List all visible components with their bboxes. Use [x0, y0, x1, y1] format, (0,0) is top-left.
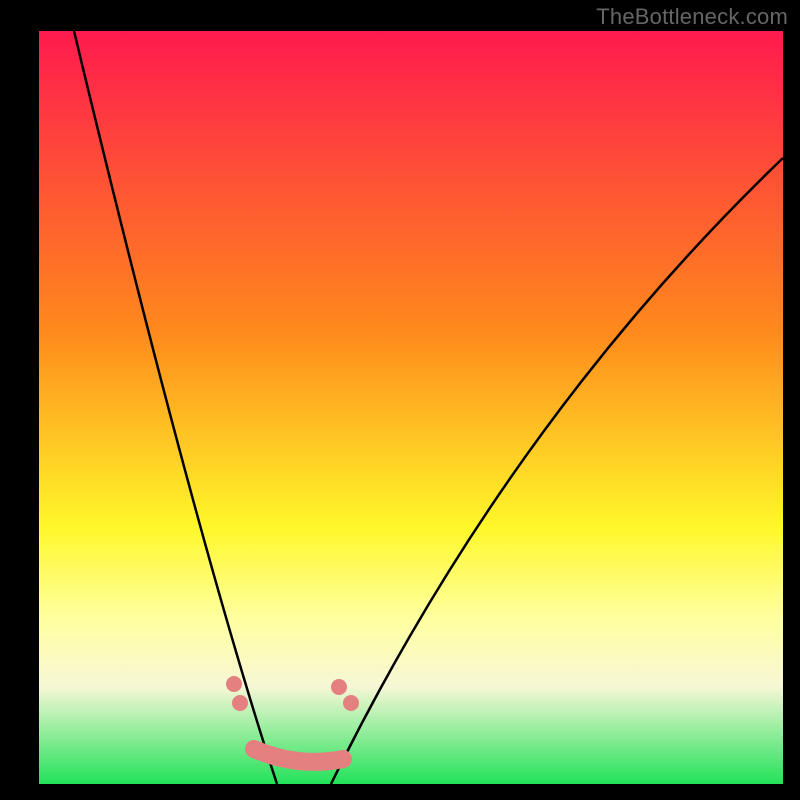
curve-right: [331, 158, 783, 784]
marker-dot-2: [331, 679, 347, 695]
marker-dot-3: [343, 695, 359, 711]
curve-left: [74, 31, 277, 784]
marker-dot-1: [232, 695, 248, 711]
marker-pill: [254, 749, 343, 762]
chart-svg-overlay: [39, 31, 783, 784]
bottleneck-chart: [39, 31, 783, 784]
marker-dot-0: [226, 676, 242, 692]
watermark-text: TheBottleneck.com: [596, 4, 788, 30]
